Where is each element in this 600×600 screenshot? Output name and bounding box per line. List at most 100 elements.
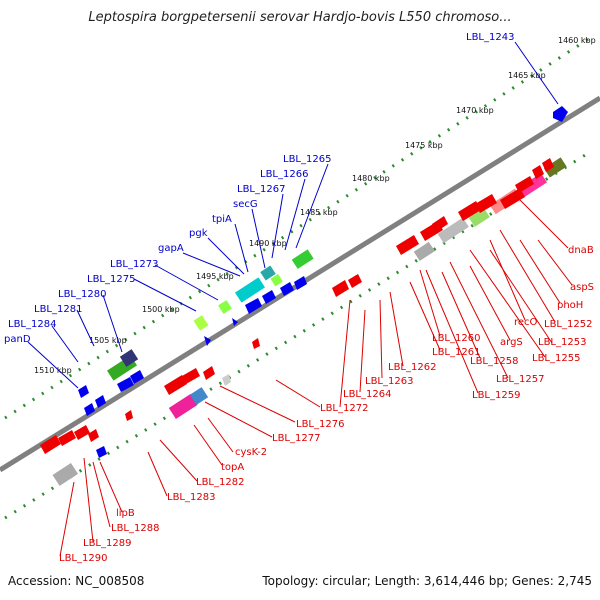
- gene-block[interactable]: [517, 173, 548, 198]
- kbp-label: 1465 kbp: [508, 71, 546, 80]
- gene-label-phoh[interactable]: phoH: [557, 300, 583, 311]
- gene-arrow[interactable]: [130, 370, 144, 384]
- gene-label-lbl-1252[interactable]: LBL_1252: [544, 319, 592, 330]
- gene-block[interactable]: [260, 265, 276, 281]
- gene-label-lbl-1255[interactable]: LBL_1255: [532, 353, 580, 364]
- gene-label-lbl-1267[interactable]: LBL_1267: [237, 184, 285, 195]
- gene-label-cysk-2[interactable]: cysK-2: [235, 447, 267, 458]
- gene-label-lbl-1273[interactable]: LBL_1273: [110, 259, 158, 270]
- gene-label-secg[interactable]: secG: [233, 199, 258, 210]
- gene-arrow[interactable]: [222, 374, 231, 386]
- gene-block[interactable]: [437, 217, 469, 244]
- gene-label-lbl-1243[interactable]: LBL_1243: [466, 32, 514, 43]
- gene-label-lbl-1277[interactable]: LBL_1277: [272, 433, 320, 444]
- gene-arrow[interactable]: [96, 446, 107, 458]
- gene-label-lbl-1289[interactable]: LBL_1289: [83, 538, 131, 549]
- gene-block[interactable]: [234, 277, 266, 303]
- gene-arrow[interactable]: [95, 395, 106, 408]
- gene-arrow[interactable]: [58, 430, 76, 446]
- gene-arrow[interactable]: [475, 194, 497, 213]
- gene-label-lbl-1261[interactable]: LBL_1261: [432, 347, 480, 358]
- gene-label-lbl-1257[interactable]: LBL_1257: [496, 374, 544, 385]
- gene-label-lbl-1263[interactable]: LBL_1263: [365, 376, 413, 387]
- gene-label-lbl-1281[interactable]: LBL_1281: [34, 304, 82, 315]
- forward-leader-lines: [27, 41, 559, 389]
- gene-arrow[interactable]: [262, 290, 276, 304]
- gene-label-pgk[interactable]: pgk: [189, 228, 208, 239]
- gene-arrow[interactable]: [164, 375, 187, 395]
- gene-block[interactable]: [291, 249, 314, 269]
- gene-arrow[interactable]: [125, 410, 133, 421]
- gene-label-lbl-1288[interactable]: LBL_1288: [111, 523, 159, 534]
- gene-label-lbl-1284[interactable]: LBL_1284: [8, 319, 56, 330]
- gene-label-lbl-1264[interactable]: LBL_1264: [343, 389, 391, 400]
- gene-arrow[interactable]: [88, 429, 99, 442]
- gene-block[interactable]: [543, 157, 567, 178]
- gene-label-lbl-1260[interactable]: LBL_1260: [432, 333, 480, 344]
- gene-label-lbl-1276[interactable]: LBL_1276: [296, 419, 344, 430]
- gene-label-lbl-1282[interactable]: LBL_1282: [196, 477, 244, 488]
- gene-label-args[interactable]: argS: [500, 337, 523, 348]
- kbp-label: 1500 kbp: [142, 305, 180, 314]
- gene-arrow[interactable]: [348, 274, 362, 288]
- gene-label-topa[interactable]: topA: [221, 462, 244, 473]
- gene-arrow[interactable]: [252, 338, 260, 349]
- gene-label-gapa[interactable]: gapA: [158, 243, 184, 254]
- gene-arrow[interactable]: [40, 435, 61, 454]
- gene-label-lipb[interactable]: lipB: [116, 508, 135, 519]
- gene-block[interactable]: [413, 241, 435, 261]
- kbp-label: 1505 kbp: [89, 336, 127, 345]
- gene-arrow[interactable]: [332, 280, 349, 297]
- gene-block[interactable]: [189, 387, 209, 405]
- gene-label-reco[interactable]: recO: [514, 317, 538, 328]
- gene-label-lbl-1259[interactable]: LBL_1259: [472, 390, 520, 401]
- gene-block[interactable]: [52, 462, 79, 486]
- gene-arrow[interactable]: [117, 377, 134, 392]
- topology-summary: Topology: circular; Length: 3,614,446 bp…: [262, 574, 592, 588]
- gene-block[interactable]: [168, 393, 198, 419]
- gene-arrow[interactable]: [74, 425, 90, 440]
- gene-label-lbl-1262[interactable]: LBL_1262: [388, 362, 436, 373]
- gene-arrow[interactable]: [203, 366, 215, 380]
- kbp-label: 1480 kbp: [352, 174, 390, 183]
- gene-arrow[interactable]: [204, 336, 211, 346]
- gene-arrow[interactable]: [280, 282, 294, 296]
- gene-label-dnab[interactable]: dnaB: [568, 245, 594, 256]
- gene-label-lbl-1265[interactable]: LBL_1265: [283, 154, 331, 165]
- gene-arrow[interactable]: [245, 298, 262, 314]
- gene-block[interactable]: [468, 207, 490, 227]
- gene-block[interactable]: [218, 300, 232, 314]
- gene-arrow[interactable]: [515, 176, 534, 193]
- gene-arrow[interactable]: [432, 216, 448, 232]
- gene-arrow[interactable]: [396, 235, 419, 255]
- gene-label-asps[interactable]: aspS: [570, 282, 594, 293]
- gene-arrow[interactable]: [542, 158, 554, 172]
- gene-arrow[interactable]: [500, 188, 525, 209]
- gene-label-lbl-1283[interactable]: LBL_1283: [167, 492, 215, 503]
- gene-arrow[interactable]: [553, 106, 568, 122]
- reverse-label-group: dnaB aspS phoH LBL_1252 recO LBL_1253 LB…: [59, 245, 594, 564]
- gene-arrow[interactable]: [78, 385, 89, 398]
- gene-label-lbl-1258[interactable]: LBL_1258: [470, 356, 518, 367]
- gene-label-tpia[interactable]: tpiA: [212, 214, 232, 225]
- kbp-label: 1475 kbp: [405, 141, 443, 150]
- gene-label-pand[interactable]: panD: [4, 334, 31, 345]
- kbp-label: 1485 kbp: [300, 208, 338, 217]
- gene-label-lbl-1280[interactable]: LBL_1280: [58, 289, 106, 300]
- gene-block[interactable]: [193, 315, 209, 331]
- gene-arrow[interactable]: [84, 403, 95, 416]
- gene-label-lbl-1272[interactable]: LBL_1272: [320, 403, 368, 414]
- gene-label-lbl-1275[interactable]: LBL_1275: [87, 274, 135, 285]
- forward-genes: [78, 106, 568, 458]
- gene-arrow[interactable]: [458, 201, 481, 221]
- gene-arrow[interactable]: [182, 368, 200, 384]
- gene-arrow[interactable]: [232, 318, 238, 326]
- gene-block[interactable]: [119, 349, 139, 367]
- gene-label-lbl-1266[interactable]: LBL_1266: [260, 169, 308, 180]
- gene-arrow[interactable]: [532, 165, 544, 179]
- gene-block[interactable]: [270, 273, 283, 287]
- gene-label-lbl-1253[interactable]: LBL_1253: [538, 337, 586, 348]
- gene-arrow[interactable]: [294, 276, 307, 290]
- gene-label-lbl-1290[interactable]: LBL_1290: [59, 553, 107, 564]
